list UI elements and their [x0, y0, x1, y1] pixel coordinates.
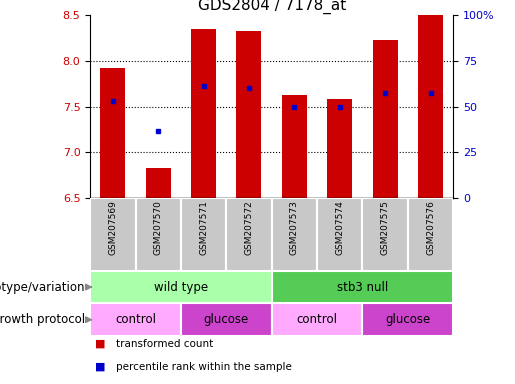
Bar [226, 198, 272, 271]
Text: wild type: wild type [154, 281, 208, 293]
Bar [90, 303, 181, 336]
Bar [363, 198, 408, 271]
Text: GSM207573: GSM207573 [290, 200, 299, 255]
Bar [181, 303, 272, 336]
Bar [272, 271, 453, 303]
Text: GSM207576: GSM207576 [426, 200, 435, 255]
Text: GSM207570: GSM207570 [153, 200, 163, 255]
Text: GSM207574: GSM207574 [335, 200, 344, 255]
Title: GDS2804 / 7178_at: GDS2804 / 7178_at [198, 0, 346, 14]
Text: glucose: glucose [385, 313, 431, 326]
Bar [181, 198, 226, 271]
Bar [90, 271, 272, 303]
Bar [236, 31, 262, 198]
Text: GSM207571: GSM207571 [199, 200, 208, 255]
Bar [135, 198, 181, 271]
Bar [363, 303, 453, 336]
Bar [327, 99, 352, 198]
Text: transformed count: transformed count [116, 339, 213, 349]
Text: growth protocol: growth protocol [0, 313, 85, 326]
Bar [272, 303, 363, 336]
Text: genotype/variation: genotype/variation [0, 281, 85, 293]
Text: glucose: glucose [203, 313, 249, 326]
Text: GSM207575: GSM207575 [381, 200, 390, 255]
Text: stb3 null: stb3 null [337, 281, 388, 293]
Text: control: control [115, 313, 156, 326]
Bar [191, 29, 216, 198]
Bar [373, 40, 398, 198]
Bar [282, 95, 307, 198]
Text: control: control [297, 313, 337, 326]
Bar [90, 198, 135, 271]
Bar [100, 68, 125, 198]
Bar [317, 198, 363, 271]
Bar [272, 198, 317, 271]
Text: ■: ■ [95, 339, 106, 349]
Text: GSM207569: GSM207569 [108, 200, 117, 255]
Text: ■: ■ [95, 362, 106, 372]
Bar [418, 15, 443, 198]
Bar [408, 198, 453, 271]
Bar [146, 168, 170, 198]
Text: GSM207572: GSM207572 [245, 200, 253, 255]
Text: percentile rank within the sample: percentile rank within the sample [116, 362, 292, 372]
